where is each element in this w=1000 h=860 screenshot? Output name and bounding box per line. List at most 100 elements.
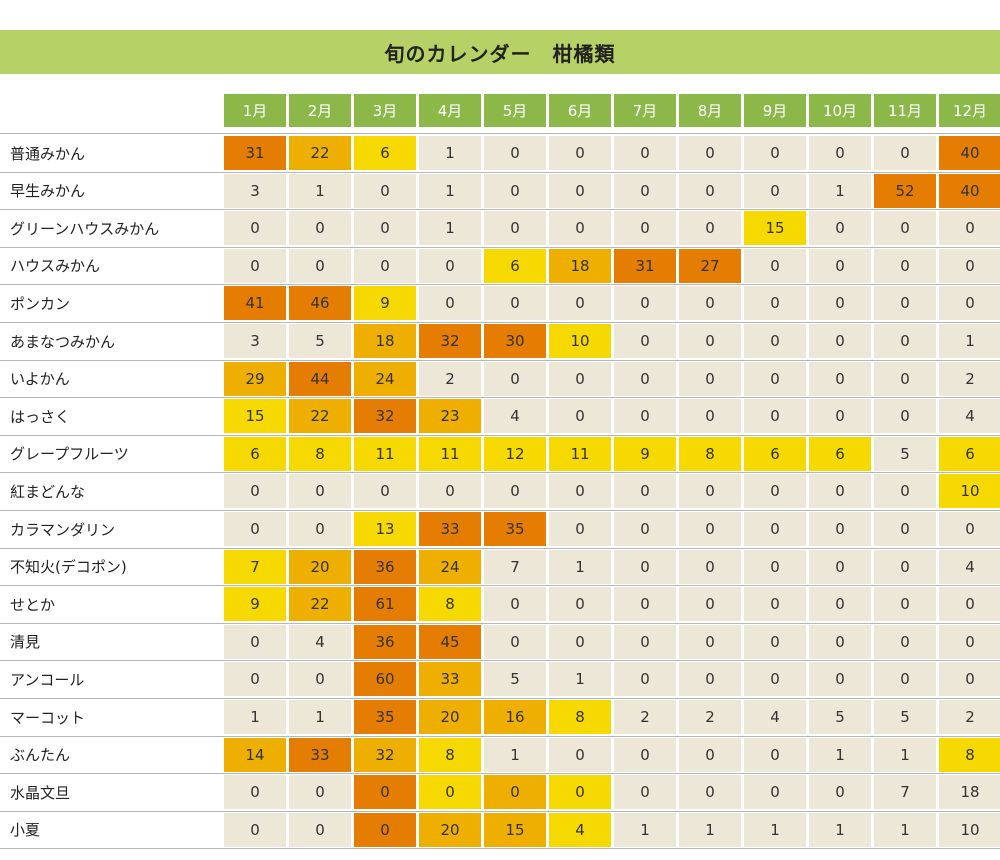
heatmap-cell: 10 [939, 812, 1000, 847]
heatmap-cell: 0 [939, 662, 1000, 697]
heatmap-cell: 0 [939, 512, 1000, 546]
heatmap-cell: 0 [354, 248, 416, 283]
heatmap-cell: 0 [549, 286, 611, 321]
heatmap-cell: 8 [289, 436, 351, 471]
heatmap-cell: 0 [484, 286, 546, 321]
heatmap-cell: 0 [614, 662, 676, 697]
heatmap-cell: 44 [289, 361, 351, 396]
heatmap-cell: 0 [289, 812, 351, 847]
heatmap-cell: 30 [484, 324, 546, 358]
heatmap-cell: 0 [224, 775, 286, 810]
heatmap-cell: 5 [289, 324, 351, 358]
heatmap-cell: 0 [224, 624, 286, 659]
heatmap-cell: 0 [679, 136, 741, 170]
heatmap-cell: 32 [354, 737, 416, 772]
heatmap-cell: 1 [419, 136, 481, 170]
heatmap-cell: 1 [224, 700, 286, 734]
heatmap-cell: 0 [289, 662, 351, 697]
heatmap-cell: 0 [549, 173, 611, 208]
heatmap-cell: 0 [224, 662, 286, 697]
row-divider [0, 585, 1000, 587]
heatmap-cell: 0 [289, 248, 351, 283]
heatmap-cell: 3 [224, 324, 286, 358]
row-divider [0, 547, 1000, 549]
heatmap-cell: 8 [549, 700, 611, 734]
heatmap-cell: 0 [289, 474, 351, 509]
heatmap-cell: 5 [484, 662, 546, 697]
heatmap-cell: 0 [679, 662, 741, 697]
heatmap-cell: 6 [939, 436, 1000, 471]
heatmap-cell: 24 [419, 549, 481, 584]
heatmap-cell: 0 [614, 775, 676, 810]
month-header: 5月 [484, 94, 546, 127]
heatmap-cell: 20 [419, 812, 481, 847]
month-header: 9月 [744, 94, 806, 127]
heatmap-cell: 0 [874, 662, 936, 697]
heatmap-cell: 16 [484, 700, 546, 734]
row-label: はっさく [10, 407, 71, 426]
heatmap-cell: 31 [614, 248, 676, 283]
heatmap-cell: 0 [874, 248, 936, 283]
heatmap-cell: 0 [549, 136, 611, 170]
heatmap-cell: 0 [809, 624, 871, 659]
heatmap-cell: 40 [939, 173, 1000, 208]
row-label: 普通みかん [10, 144, 86, 163]
heatmap-cell: 20 [289, 549, 351, 584]
heatmap-cell: 0 [224, 512, 286, 546]
row-label: ポンカン [10, 294, 71, 313]
heatmap-cell: 1 [484, 737, 546, 772]
row-label: 水晶文旦 [10, 783, 71, 802]
row-label: 清見 [10, 633, 41, 652]
heatmap-cell: 32 [354, 399, 416, 434]
heatmap-cell: 0 [224, 211, 286, 246]
heatmap-cell: 33 [289, 737, 351, 772]
heatmap-cell: 0 [874, 587, 936, 622]
row-label: グレープフルーツ [10, 445, 129, 464]
heatmap-cell: 0 [874, 211, 936, 246]
heatmap-cell: 0 [679, 324, 741, 358]
heatmap-cell: 31 [224, 136, 286, 170]
month-header: 7月 [614, 94, 676, 127]
heatmap-cell: 22 [289, 136, 351, 170]
heatmap-cell: 0 [874, 624, 936, 659]
heatmap-cell: 0 [809, 587, 871, 622]
heatmap-cell: 0 [744, 662, 806, 697]
heatmap-cell: 0 [614, 286, 676, 321]
heatmap-cell: 0 [224, 248, 286, 283]
heatmap-cell: 2 [679, 700, 741, 734]
heatmap-cell: 1 [809, 737, 871, 772]
heatmap-cell: 22 [289, 587, 351, 622]
heatmap-cell: 6 [744, 436, 806, 471]
month-header: 12月 [939, 94, 1000, 127]
heatmap-cell: 5 [874, 700, 936, 734]
heatmap-cell: 33 [419, 662, 481, 697]
heatmap-cell: 0 [744, 624, 806, 659]
row-divider [0, 622, 1000, 624]
row-divider [0, 246, 1000, 248]
heatmap-cell: 10 [939, 474, 1000, 509]
heatmap-cell: 0 [549, 587, 611, 622]
heatmap-cell: 0 [484, 136, 546, 170]
heatmap-cell: 7 [224, 549, 286, 584]
row-divider [0, 284, 1000, 286]
row-divider [0, 321, 1000, 323]
heatmap-cell: 15 [744, 211, 806, 246]
heatmap-cell: 22 [289, 399, 351, 434]
row-divider [0, 133, 1000, 134]
heatmap-cell: 8 [679, 436, 741, 471]
month-header: 3月 [354, 94, 416, 127]
heatmap-cell: 0 [874, 136, 936, 170]
heatmap-cell: 0 [874, 474, 936, 509]
heatmap-cell: 0 [679, 549, 741, 584]
heatmap-cell: 11 [354, 436, 416, 471]
row-label: アンコール [10, 670, 85, 689]
heatmap-cell: 1 [614, 812, 676, 847]
heatmap-cell: 0 [939, 211, 1000, 246]
row-label: ハウスみかん [10, 257, 101, 276]
heatmap-cell: 0 [874, 512, 936, 546]
heatmap-cell: 35 [354, 700, 416, 734]
heatmap-cell: 4 [289, 624, 351, 659]
heatmap-cell: 7 [484, 549, 546, 584]
heatmap-cell: 0 [419, 286, 481, 321]
row-label: あまなつみかん [10, 332, 116, 351]
